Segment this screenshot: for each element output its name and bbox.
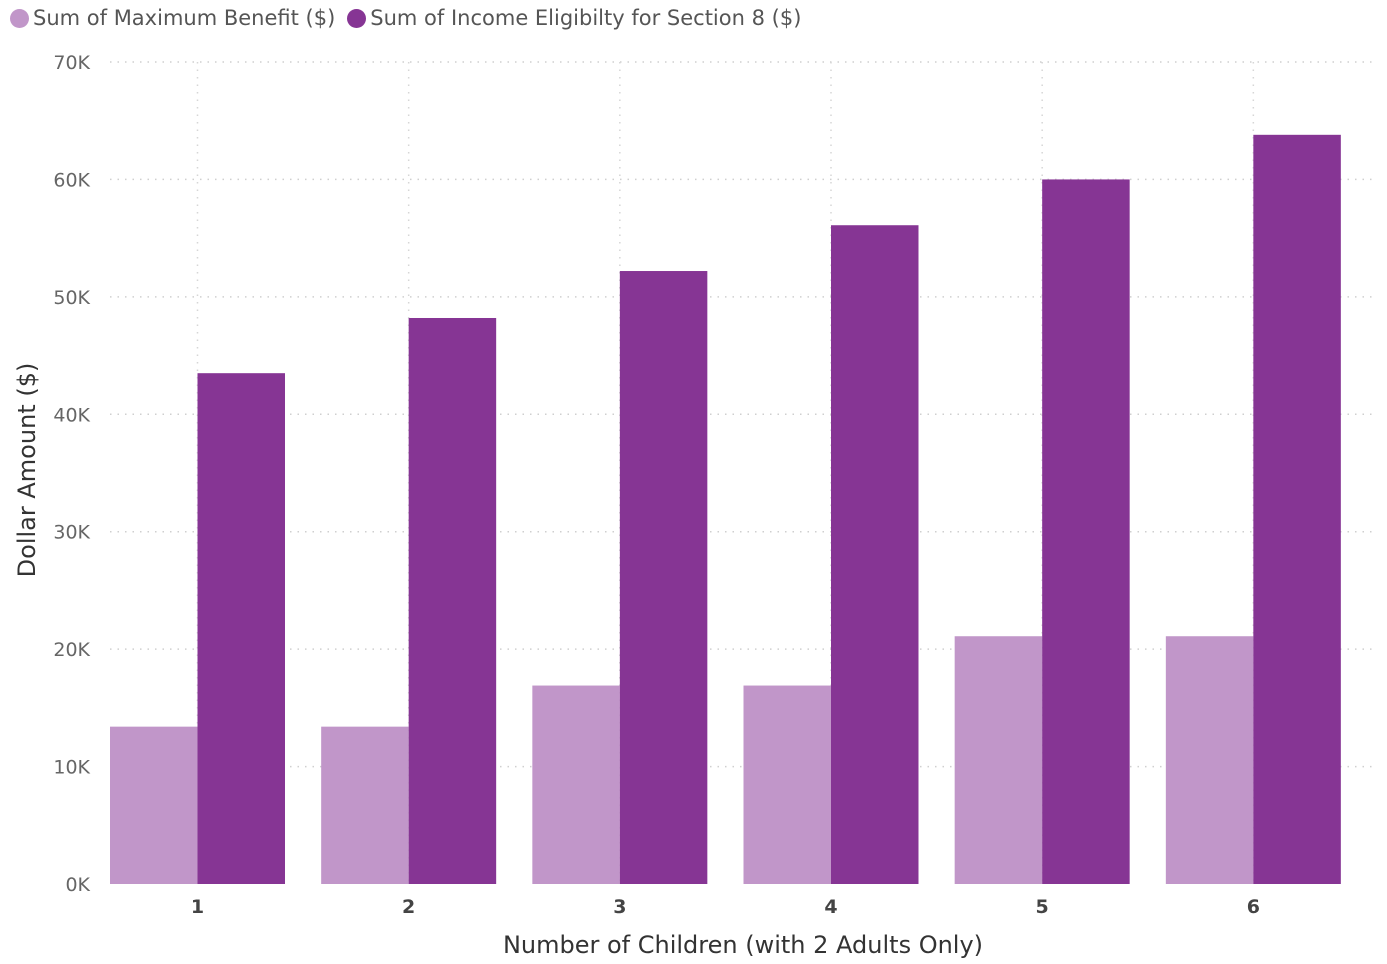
bar-income-eligibility-6[interactable] <box>1253 135 1341 884</box>
x-tick-label: 1 <box>191 896 204 918</box>
bar-income-eligibility-1[interactable] <box>198 373 286 884</box>
bar-maximum-benefit-5[interactable] <box>955 636 1043 884</box>
bar-maximum-benefit-3[interactable] <box>532 686 620 884</box>
y-tick-label: 40K <box>53 404 90 426</box>
x-axis-title: Number of Children (with 2 Adults Only) <box>503 931 983 959</box>
x-axis-ticks: 1 2 3 4 5 6 <box>191 896 1260 918</box>
y-tick-label: 20K <box>53 639 90 661</box>
x-tick-label: 3 <box>613 896 626 918</box>
bar-income-eligibility-5[interactable] <box>1042 179 1130 884</box>
y-tick-label: 70K <box>53 52 90 74</box>
bar-income-eligibility-2[interactable] <box>409 318 497 884</box>
bar-maximum-benefit-6[interactable] <box>1166 636 1254 884</box>
y-tick-label: 50K <box>53 287 90 309</box>
x-tick-label: 4 <box>824 896 837 918</box>
y-axis-title: Dollar Amount ($) <box>13 363 41 578</box>
y-tick-label: 0K <box>65 874 90 896</box>
x-tick-label: 6 <box>1247 896 1260 918</box>
bar-income-eligibility-3[interactable] <box>620 271 708 884</box>
x-tick-label: 2 <box>402 896 415 918</box>
bar-maximum-benefit-1[interactable] <box>110 727 198 884</box>
y-tick-label: 30K <box>53 522 90 544</box>
bar-income-eligibility-4[interactable] <box>831 225 919 884</box>
bars <box>110 135 1341 884</box>
y-tick-label: 10K <box>53 757 90 779</box>
y-axis-ticks: 0K 10K 20K 30K 40K 50K 60K 70K <box>53 52 90 896</box>
y-tick-label: 60K <box>53 169 90 191</box>
bar-maximum-benefit-4[interactable] <box>744 686 832 884</box>
bar-maximum-benefit-2[interactable] <box>321 727 409 884</box>
x-tick-label: 5 <box>1036 896 1049 918</box>
